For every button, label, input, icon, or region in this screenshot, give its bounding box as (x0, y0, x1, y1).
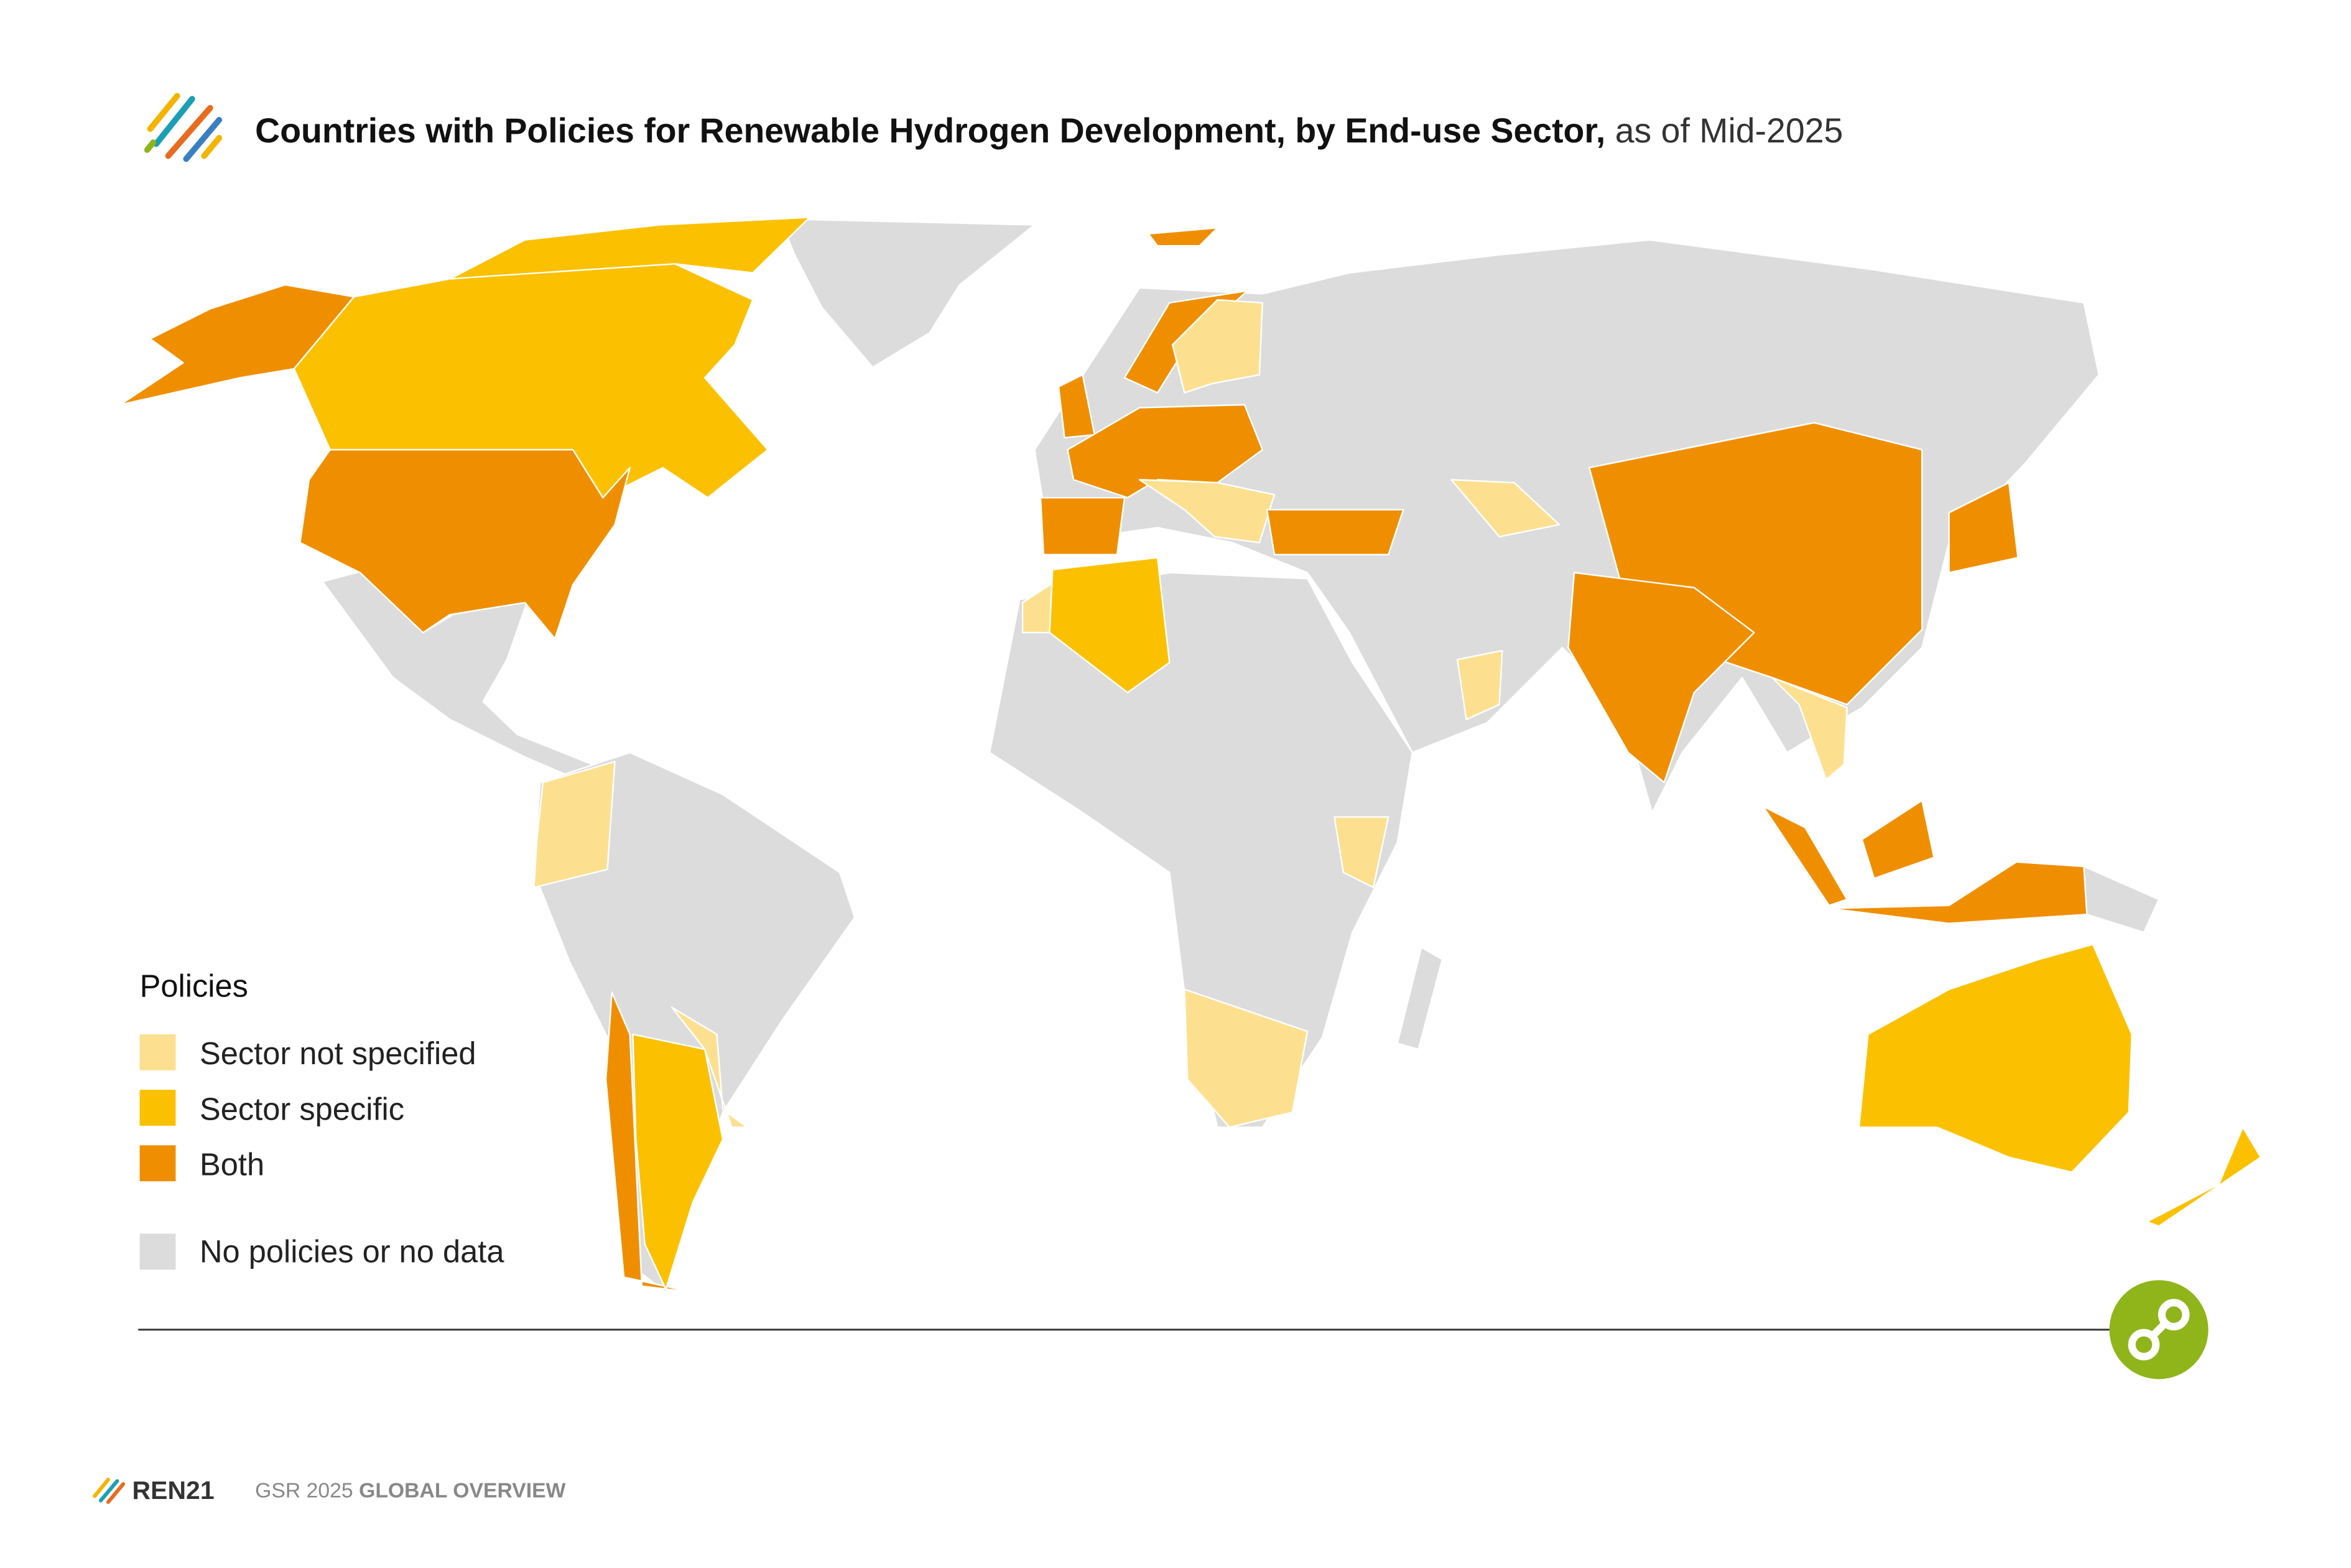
footer-section: GLOBAL OVERVIEW (359, 1479, 566, 1503)
footer-report-name: GSR 2025 (255, 1479, 353, 1503)
uruguay-paraguay (670, 1006, 748, 1128)
title-icon (144, 93, 223, 162)
world-map (119, 216, 2262, 1293)
kenya (1333, 816, 1389, 889)
chart-title: Countries with Policies for Renewable Hy… (255, 111, 1843, 150)
papua-new-guinea (2083, 865, 2160, 934)
indonesia-borneo (1861, 799, 1935, 879)
legend-swatch (139, 1034, 176, 1070)
spain-portugal (1039, 496, 1126, 555)
australia (1858, 944, 2133, 1173)
link-badge (2109, 1280, 2209, 1380)
legend-label: Sector specific (200, 1091, 404, 1126)
title-main: Countries with Policies for Renewable Hy… (255, 111, 1605, 150)
footer-logo (93, 1477, 126, 1504)
legend: Policies Sector not specified Sector spe… (139, 968, 504, 1270)
madagascar (1396, 946, 1444, 1051)
alaska (119, 284, 355, 406)
turkey (1266, 509, 1404, 555)
sweden-finland (1171, 299, 1263, 394)
chile (605, 991, 694, 1293)
algeria (1049, 557, 1171, 694)
oman (1456, 649, 1503, 721)
svalbard (1148, 227, 1218, 247)
india (1567, 572, 1755, 784)
legend-swatch (139, 1233, 176, 1270)
footer-report: GSR 2025 GLOBAL OVERVIEW (255, 1479, 565, 1503)
legend-swatch (139, 1145, 176, 1182)
footer-brand: REN21 (132, 1476, 215, 1505)
arctic-islands (449, 216, 811, 280)
africa (988, 572, 1414, 1128)
southern-africa (1184, 988, 1309, 1128)
legend-label: Sector not specified (200, 1036, 476, 1071)
vietnam-laos (1771, 677, 1848, 781)
legend-swatch (139, 1090, 176, 1126)
new-zealand (2146, 1126, 2262, 1227)
greenland (779, 218, 1036, 368)
uzbekistan (1450, 479, 1560, 538)
legend-title: Policies (140, 968, 248, 1004)
title-suffix: as of Mid-2025 (1615, 111, 1843, 150)
argentina (632, 1033, 724, 1290)
legend-label: Both (200, 1147, 264, 1182)
southern-europe (1138, 479, 1276, 544)
legend-label: No policies or no data (200, 1233, 504, 1269)
colombia (533, 761, 616, 889)
indonesia-west (1762, 805, 1848, 906)
japan-korea (1948, 481, 2019, 573)
united-states (299, 448, 631, 639)
